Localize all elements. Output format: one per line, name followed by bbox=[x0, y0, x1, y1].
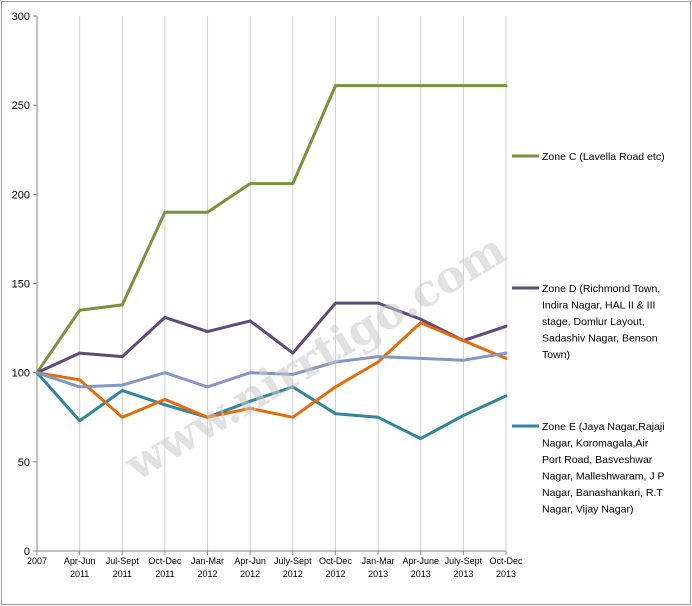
grid bbox=[79, 16, 507, 551]
legend-label: Zone D (Richmond Town, Indira Nagar, HAL … bbox=[542, 283, 660, 361]
x-tick-label-line: Jan-Mar bbox=[362, 556, 395, 566]
y-tick-label: 250 bbox=[12, 100, 30, 112]
x-tick-label-line: 2013 bbox=[496, 569, 516, 579]
x-tick-label-line: Oct-Dec bbox=[319, 556, 353, 566]
legend-entry-2: Zone D (Richmond Town, Indira Nagar, HAL … bbox=[512, 283, 660, 361]
legend-label-line: Zone D (Richmond Town, bbox=[542, 283, 660, 295]
x-tick-label: Oct-Dec 2012 bbox=[319, 556, 353, 579]
x-tick-label-line: 2011 bbox=[155, 569, 174, 579]
x-tick-label-line: 2012 bbox=[240, 569, 260, 579]
series-line-1 bbox=[35, 84, 508, 375]
x-tick-label: Oct-Dec 2011 bbox=[148, 556, 182, 579]
x-tick-label-line: 2013 bbox=[368, 569, 388, 579]
x-tick-label-line: 2012 bbox=[283, 569, 303, 579]
legend-entry-3: Zone E (Jaya Nagar,Rajaji Nagar, Koromaga… bbox=[512, 421, 665, 516]
y-tick-label: 100 bbox=[12, 368, 30, 380]
legend-entry-1: Zone C (Lavella Road etc) bbox=[512, 151, 665, 163]
x-tick-label: Apr-Jun 2011 bbox=[64, 556, 96, 579]
x-tick-label-line: 2012 bbox=[325, 569, 345, 579]
x-tick-label-line: 2013 bbox=[411, 569, 431, 579]
x-tick-label-line: 2007 bbox=[27, 556, 47, 566]
legend-label-line: Nagar, Malleshwaram, J P bbox=[542, 471, 665, 483]
watermark-text: www.nirrtigo.com bbox=[116, 224, 515, 492]
legend-label-line: stage, Domlur Layout, bbox=[542, 316, 645, 328]
x-tick-label-line: Apr-June bbox=[402, 556, 439, 566]
legend-label-line: Indira Nagar, HAL II & III bbox=[542, 300, 655, 312]
series-line-2 bbox=[35, 301, 508, 375]
legend-label: Zone C (Lavella Road etc) bbox=[542, 151, 665, 163]
x-tick-label-line: 2011 bbox=[113, 569, 132, 579]
x-tick-label-line: Apr-Jun bbox=[234, 556, 266, 566]
x-tick-label: Apr-June 2013 bbox=[402, 556, 439, 579]
x-tick-label-line: Oct-Dec bbox=[148, 556, 182, 566]
x-tick-label: July-Sept 2012 bbox=[274, 556, 312, 579]
legend: Zone C (Lavella Road etc) Zone D (Richmon… bbox=[512, 151, 665, 516]
x-tick-label: Oct-Dec 2013 bbox=[489, 556, 523, 579]
x-tick-label: Jan-Mar 2013 bbox=[362, 556, 395, 579]
legend-label-line: Port Road, Basveshwar bbox=[542, 454, 653, 466]
x-tick-label: Jan-Mar 2012 bbox=[191, 556, 224, 579]
legend-label-line: Sadashiv Nagar, Benson bbox=[542, 333, 658, 345]
x-tick-label-line: 2013 bbox=[453, 569, 473, 579]
y-tick-label: 150 bbox=[12, 279, 30, 291]
legend-label-line: Town) bbox=[542, 349, 570, 361]
x-tick-label-line: July-Sept bbox=[274, 556, 312, 566]
y-tick-label: 0 bbox=[24, 546, 30, 558]
y-tick-label: 50 bbox=[18, 457, 30, 469]
series-line-5 bbox=[35, 351, 508, 389]
x-tick-label-line: July-Sept bbox=[445, 556, 483, 566]
legend-label-line: Nagar, Vijay Nagar) bbox=[542, 504, 633, 516]
legend-label: Zone E (Jaya Nagar,Rajaji Nagar, Koromaga… bbox=[542, 421, 665, 516]
legend-label-line: Zone C (Lavella Road etc) bbox=[542, 151, 665, 163]
legend-label-line: Zone E (Jaya Nagar,Rajaji bbox=[542, 421, 665, 433]
x-tick-label: 2007 bbox=[27, 556, 47, 566]
x-tick-label-line: Oct-Dec bbox=[489, 556, 523, 566]
series-line-3 bbox=[35, 371, 508, 441]
series-line-4 bbox=[35, 321, 508, 419]
x-tick-label-line: 2012 bbox=[198, 569, 218, 579]
series-lines bbox=[35, 84, 508, 441]
x-tick-label-line: Jul-Sept bbox=[106, 556, 140, 566]
y-tick-label: 200 bbox=[12, 189, 30, 201]
x-tick-label: Apr-Jun 2012 bbox=[234, 556, 266, 579]
x-tick-label-line: 2011 bbox=[70, 569, 89, 579]
legend-label-line: Nagar, Banashankari, R.T bbox=[542, 487, 663, 499]
x-tick-label-line: Apr-Jun bbox=[64, 556, 96, 566]
y-tick-label: 300 bbox=[12, 11, 30, 23]
x-tick-label: Jul-Sept 2011 bbox=[106, 556, 140, 579]
legend-label-line: Nagar, Koromagala,Air bbox=[542, 438, 649, 450]
x-tick-label: July-Sept 2013 bbox=[445, 556, 483, 579]
x-tick-label-line: Jan-Mar bbox=[191, 556, 224, 566]
